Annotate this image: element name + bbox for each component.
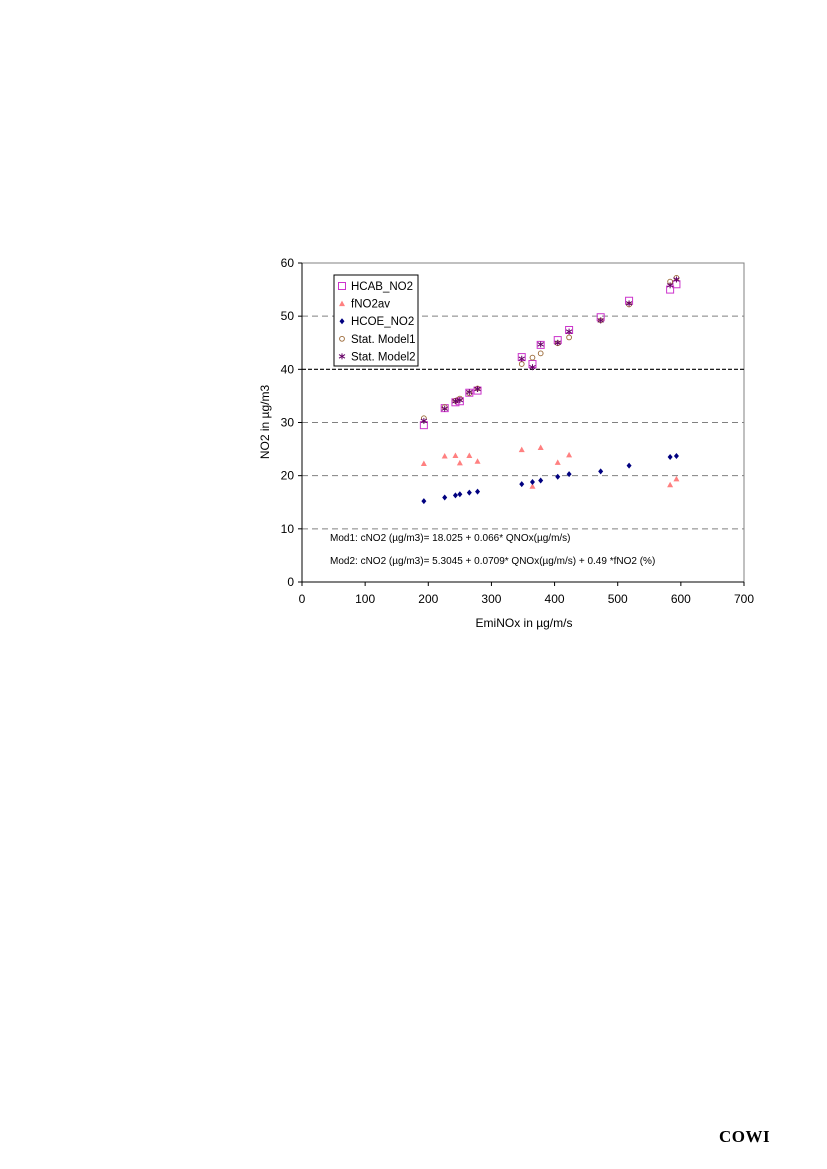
data-point-stat-model2-stroke xyxy=(518,356,525,361)
data-point-stat-model2-stroke xyxy=(474,386,481,392)
x-axis-label: EmiNOx in µg/m/s xyxy=(476,616,573,630)
data-point-stat-model2 xyxy=(529,364,536,371)
data-point-stat-model2 xyxy=(565,328,573,335)
data-point-stat-model2 xyxy=(554,339,561,346)
y-tick-label: 60 xyxy=(281,256,295,270)
data-point-stat-model2-stroke xyxy=(597,318,604,323)
data-point-hcoe-no2 xyxy=(626,462,632,469)
data-point-hcoe-no2 xyxy=(475,488,481,495)
data-point-stat-model2 xyxy=(537,341,544,348)
legend-label-fno2av: fNO2av xyxy=(351,299,390,311)
data-point-fno2av xyxy=(466,452,473,458)
y-axis-label: NO2 in µg/m3 xyxy=(258,385,272,460)
data-point-hcoe-no2 xyxy=(673,452,679,459)
data-point-stat-model2 xyxy=(452,398,459,405)
data-point-hcoe-no2 xyxy=(667,454,673,461)
x-tick-label: 400 xyxy=(545,592,565,606)
x-tick-label: 200 xyxy=(418,592,438,606)
data-point-hcoe-no2 xyxy=(598,468,604,475)
data-point-stat-model2-stroke xyxy=(420,418,428,424)
data-point-stat-model2-stroke xyxy=(666,283,674,288)
data-point-stat-model2 xyxy=(441,405,448,412)
x-tick-label: 0 xyxy=(299,592,306,606)
legend-marker-stat-model2 xyxy=(338,353,346,360)
data-point-stat-model2 xyxy=(666,282,674,289)
data-point-fno2av xyxy=(456,459,463,466)
data-point-fno2av xyxy=(554,459,561,465)
legend-marker-fno2av xyxy=(339,300,345,307)
data-point-fno2av xyxy=(474,458,481,464)
annotation-mod2: Mod2: cNO2 (µg/m3)= 5.3045 + 0.0709* QNO… xyxy=(330,556,655,567)
legend-label-stat-model1: Stat. Model1 xyxy=(351,334,416,346)
data-point-hcoe-no2 xyxy=(466,489,472,496)
legend-label-hcab-no2: HCAB_NO2 xyxy=(351,281,413,293)
data-point-stat-model2-stroke xyxy=(529,364,536,370)
data-point-stat-model2-stroke xyxy=(625,301,633,306)
legend-label-stat-model2: Stat. Model2 xyxy=(351,351,416,363)
data-point-stat-model1 xyxy=(518,361,525,367)
data-point-fno2av xyxy=(566,451,573,458)
y-tick-label: 20 xyxy=(281,469,295,483)
data-point-stat-model2 xyxy=(466,389,473,396)
cowi-logo: COWI xyxy=(719,1127,771,1146)
data-point-fno2av xyxy=(518,446,525,453)
data-point-stat-model2-stroke xyxy=(565,329,573,334)
data-point-fno2av xyxy=(441,452,448,459)
data-point-stat-model1 xyxy=(566,334,572,341)
data-point-fno2av xyxy=(673,475,680,482)
data-point-stat-model2 xyxy=(518,355,525,362)
data-point-stat-model2-stroke xyxy=(441,406,448,411)
y-tick-label: 30 xyxy=(281,416,295,430)
data-point-fno2av xyxy=(420,460,427,466)
data-point-stat-model2-stroke xyxy=(673,277,680,282)
data-point-stat-model2 xyxy=(673,276,680,283)
data-point-hcoe-no2 xyxy=(538,477,544,484)
legend: HCAB_NO2 fNO2av HCOE_NO2 Stat. Model1 Stat. … xyxy=(333,274,419,367)
x-tick-label: 100 xyxy=(355,592,375,606)
y-tick-label: 0 xyxy=(287,575,294,589)
legend-label-hcoe-no2: HCOE_NO2 xyxy=(351,316,414,328)
data-point-stat-model2 xyxy=(625,300,633,307)
y-tick-label: 10 xyxy=(281,522,295,536)
data-point-fno2av xyxy=(452,452,459,458)
data-point-hcoe-no2 xyxy=(529,479,535,486)
legend-marker-stat-model1 xyxy=(339,335,345,342)
data-point-stat-model2 xyxy=(597,317,604,324)
y-tick-label: 50 xyxy=(281,309,295,323)
y-tick-label: 40 xyxy=(281,362,295,376)
data-point-stat-model2-stroke xyxy=(466,389,473,395)
data-point-hcoe-no2 xyxy=(421,498,427,505)
x-tick-label: 600 xyxy=(671,592,691,606)
data-point-stat-model2 xyxy=(420,417,428,424)
x-tick-label: 700 xyxy=(734,592,754,606)
data-point-stat-model2-stroke xyxy=(554,340,561,345)
data-point-hcoe-no2 xyxy=(452,492,458,499)
legend-marker-hcoe-no2 xyxy=(339,318,345,325)
data-point-stat-model2 xyxy=(474,386,481,393)
data-point-hcoe-no2 xyxy=(555,473,561,480)
x-tick-label: 500 xyxy=(608,592,628,606)
data-point-stat-model2 xyxy=(456,397,464,404)
data-point-stat-model2-stroke xyxy=(537,342,544,347)
legend-marker-hcab-no2 xyxy=(338,282,346,290)
data-point-hcoe-no2 xyxy=(442,494,448,501)
annotation-mod1: Mod1: cNO2 (µg/m3)= 18.025 + 0.066* QNOx… xyxy=(330,533,571,544)
data-point-stat-model1 xyxy=(529,354,536,361)
data-point-hcoe-no2 xyxy=(519,481,525,488)
data-point-hcoe-no2 xyxy=(566,471,572,478)
data-point-stat-model2-stroke xyxy=(452,399,459,404)
legend-box xyxy=(333,274,419,367)
x-tick-label: 300 xyxy=(481,592,501,606)
data-point-fno2av xyxy=(667,481,674,488)
data-point-fno2av xyxy=(529,483,536,489)
data-point-stat-model2-stroke xyxy=(456,397,464,403)
legend-marker-stat-model2-stroke xyxy=(338,354,346,359)
data-point-stat-model1 xyxy=(537,350,544,357)
data-point-hcoe-no2 xyxy=(457,491,463,498)
data-point-fno2av xyxy=(537,444,544,450)
